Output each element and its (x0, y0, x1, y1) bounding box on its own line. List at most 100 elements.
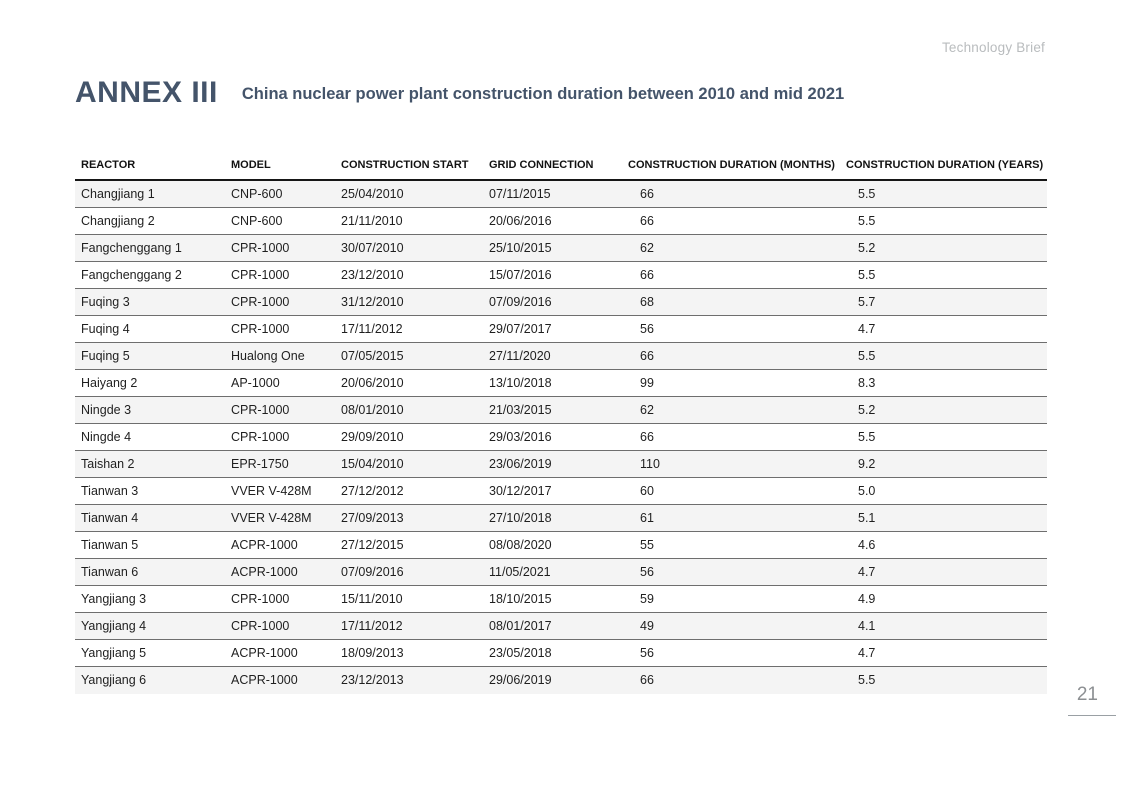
cell-model: ACPR-1000 (225, 558, 335, 586)
page-footer: 21 (1006, 684, 1116, 716)
cell-grid-connection: 25/10/2015 (483, 234, 622, 262)
document-brand-label: Technology Brief (941, 40, 1045, 55)
cell-model: CNP-600 (225, 207, 335, 235)
cell-model: ACPR-1000 (225, 666, 335, 694)
cell-construction-start: 27/09/2013 (335, 504, 483, 532)
cell-construction-duration-months: 55 (622, 531, 840, 559)
cell-construction-duration-months: 59 (622, 585, 840, 613)
cell-construction-duration-years: 4.7 (840, 315, 1047, 343)
table-row-changjiang-1: Changjiang 1 CNP-600 25/04/2010 07/11/2015 6… (75, 180, 1047, 208)
cell-construction-duration-months: 66 (622, 666, 840, 694)
cell-grid-connection: 27/10/2018 (483, 504, 622, 532)
cell-construction-duration-months: 49 (622, 612, 840, 640)
cell-construction-duration-months: 66 (640, 187, 654, 201)
cell-grid-connection: 29/06/2019 (483, 666, 622, 694)
page-number: 21 (1076, 684, 1098, 705)
cell-reactor: Yangjiang 4 (75, 612, 225, 640)
cell-grid-connection: 07/09/2016 (483, 288, 622, 316)
cell-reactor: Tianwan 3 (75, 477, 225, 505)
cell-model: CPR-1000 (225, 612, 335, 640)
cell-construction-start: 08/01/2010 (335, 396, 483, 424)
table-row-ningde-3: Ningde 3 CPR-1000 08/01/2010 21/03/2015 62 5.… (75, 396, 1047, 424)
cell-construction-duration-months: 66 (622, 423, 840, 451)
cell-construction-start: 31/12/2010 (335, 288, 483, 316)
cell-reactor: Yangjiang 3 (75, 585, 225, 613)
cell-reactor: Fangchenggang 1 (75, 234, 225, 262)
cell-construction-duration-years: 5.5 (858, 187, 876, 201)
table-row-ningde-4: Ningde 4 CPR-1000 29/09/2010 29/03/2016 66 5.… (75, 423, 1047, 451)
table-row-yangjiang-3: Yangjiang 3 CPR-1000 15/11/2010 18/10/2015 5… (75, 585, 1047, 613)
cell-grid-connection: 13/10/2018 (483, 369, 622, 397)
cell-reactor: Fuqing 3 (75, 288, 225, 316)
cell-model: ACPR-1000 (225, 531, 335, 559)
cell-model: ACPR-1000 (225, 639, 335, 667)
cell-reactor: Taishan 2 (75, 450, 225, 478)
cell-construction-duration-years: 5.5 (840, 207, 1047, 235)
table-row-taishan-2: Taishan 2 EPR-1750 15/04/2010 23/06/2019 110… (75, 450, 1047, 478)
column-header-grid-connection: GRID CONNECTION (483, 152, 622, 181)
cell-model: CPR-1000 (225, 288, 335, 316)
cell-construction-duration-months: 62 (622, 234, 840, 262)
cell-model: CPR-1000 (225, 315, 335, 343)
cell-construction-start: 07/09/2016 (335, 558, 483, 586)
cell-construction-duration-months: 66 (622, 261, 840, 289)
cell-construction-start: 30/07/2010 (335, 234, 483, 262)
cell-model: EPR-1750 (225, 450, 335, 478)
table-row-fangchenggang-1: Fangchenggang 1 CPR-1000 30/07/2010 25/10/2… (75, 234, 1047, 262)
cell-construction-duration-years: 5.7 (840, 288, 1047, 316)
cell-reactor: Fuqing 5 (75, 342, 225, 370)
cell-construction-duration-months: 56 (622, 639, 840, 667)
table-row-tianwan-4: Tianwan 4 VVER V-428M 27/09/2013 27/10/2018… (75, 504, 1047, 532)
cell-construction-duration-months: 66 (622, 342, 840, 370)
cell-model: Hualong One (225, 342, 335, 370)
cell-reactor: Ningde 4 (75, 423, 225, 451)
cell-construction-duration-years: 4.1 (840, 612, 1047, 640)
construction-duration-table: REACTOR MODEL CONSTRUCTION START GRID CONNE… (75, 152, 1047, 694)
cell-reactor: Tianwan 6 (75, 558, 225, 586)
title-block: ANNEX III China nuclear power plant cons… (75, 78, 844, 108)
cell-grid-connection: 07/11/2015 (489, 187, 551, 201)
table-row-changjiang-2: Changjiang 2 CNP-600 21/11/2010 20/06/2016 6… (75, 207, 1047, 235)
cell-construction-duration-years: 5.1 (840, 504, 1047, 532)
cell-model: CPR-1000 (225, 585, 335, 613)
header-row: REACTOR MODEL CONSTRUCTION START GRID CONNE… (75, 152, 1047, 181)
column-header-reactor: REACTOR (75, 152, 225, 181)
table-row-tianwan-5: Tianwan 5 ACPR-1000 27/12/2015 08/08/2020 55… (75, 531, 1047, 559)
table-row-fuqing-4: Fuqing 4 CPR-1000 17/11/2012 29/07/2017 56 4.… (75, 315, 1047, 343)
cell-grid-connection: 29/03/2016 (483, 423, 622, 451)
cell-grid-connection: 08/08/2020 (483, 531, 622, 559)
cell-construction-duration-years: 5.5 (840, 423, 1047, 451)
table-row-yangjiang-5: Yangjiang 5 ACPR-1000 18/09/2013 23/05/2018… (75, 639, 1047, 667)
cell-construction-start: 07/05/2015 (335, 342, 483, 370)
cell-grid-connection: 11/05/2021 (483, 558, 622, 586)
cell-construction-duration-months: 62 (622, 396, 840, 424)
table-row-fangchenggang-2: Fangchenggang 2 CPR-1000 23/12/2010 15/07/2… (75, 261, 1047, 289)
table-row-fuqing-5: Fuqing 5 Hualong One 07/05/2015 27/11/2020 6… (75, 342, 1047, 370)
cell-model: CNP-600 (231, 187, 283, 201)
column-header-construction-start: CONSTRUCTION START (335, 152, 483, 181)
column-header-construction-duration-years: CONSTRUCTION DURATION (YEARS) (840, 152, 1047, 181)
table-row-yangjiang-4: Yangjiang 4 CPR-1000 17/11/2012 08/01/2017 4… (75, 612, 1047, 640)
footer-rule (1068, 715, 1116, 716)
cell-grid-connection: 21/03/2015 (483, 396, 622, 424)
cell-grid-connection: 23/05/2018 (483, 639, 622, 667)
cell-model: VVER V-428M (225, 477, 335, 505)
cell-reactor: Fangchenggang 2 (75, 261, 225, 289)
table-row-tianwan-3: Tianwan 3 VVER V-428M 27/12/2012 30/12/2017… (75, 477, 1047, 505)
cell-construction-duration-months: 56 (622, 558, 840, 586)
cell-construction-duration-years: 5.5 (840, 666, 1047, 694)
cell-model: CPR-1000 (225, 261, 335, 289)
cell-grid-connection: 18/10/2015 (483, 585, 622, 613)
cell-construction-duration-years: 4.7 (840, 558, 1047, 586)
cell-construction-start: 17/11/2012 (335, 315, 483, 343)
cell-grid-connection: 20/06/2016 (483, 207, 622, 235)
construction-duration-table-wrap: REACTOR MODEL CONSTRUCTION START GRID CONNE… (75, 152, 1047, 694)
table-header-row: REACTOR MODEL CONSTRUCTION START GRID CONNE… (75, 152, 1047, 181)
cell-construction-duration-years: 5.0 (840, 477, 1047, 505)
table-row-fuqing-3: Fuqing 3 CPR-1000 31/12/2010 07/09/2016 68 5.… (75, 288, 1047, 316)
cell-reactor: Changjiang 1 (81, 187, 155, 201)
cell-grid-connection: 30/12/2017 (483, 477, 622, 505)
cell-construction-duration-years: 4.6 (840, 531, 1047, 559)
cell-construction-start: 15/04/2010 (335, 450, 483, 478)
table-row-yangjiang-6: Yangjiang 6 ACPR-1000 23/12/2013 29/06/2019… (75, 666, 1047, 694)
